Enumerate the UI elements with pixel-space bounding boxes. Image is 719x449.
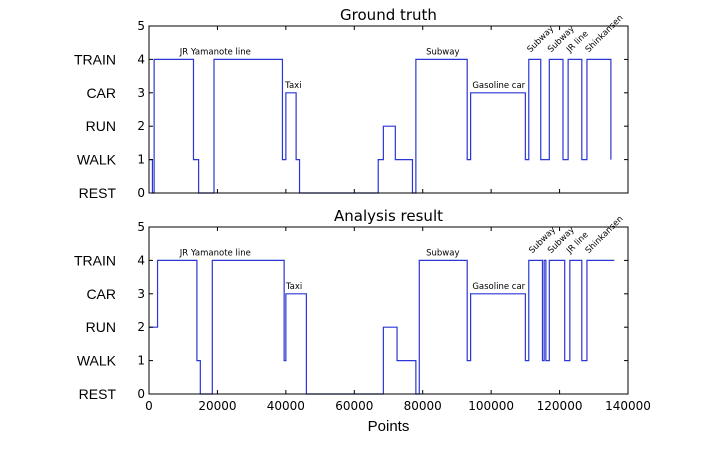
y-tick-label: 0 — [137, 387, 145, 401]
x-tick-label: 100000 — [468, 399, 514, 413]
segment-annotation: JR Yamanote line — [179, 47, 251, 57]
x-tick-label: 80000 — [404, 399, 442, 413]
state-label: TRAIN — [74, 252, 116, 268]
y-tick-label: 4 — [137, 52, 145, 66]
x-tick-label: 40000 — [267, 399, 305, 413]
x-tick-label: 120000 — [537, 399, 583, 413]
y-tick-label: 4 — [137, 253, 145, 267]
chart-title: Ground truth — [340, 6, 437, 24]
segment-annotation: Gasoline car — [472, 282, 525, 292]
x-tick-label: 140000 — [605, 399, 651, 413]
segment-annotation: Subway — [426, 47, 459, 57]
y-tick-label: 3 — [137, 86, 145, 100]
y-tick-label: 5 — [137, 19, 145, 33]
y-tick-label: 3 — [137, 287, 145, 301]
state-label: REST — [79, 386, 117, 402]
x-tick-label: 60000 — [335, 399, 373, 413]
x-axis-label: Points — [368, 418, 410, 435]
plot-frame — [148, 226, 629, 395]
y-tick-label: 2 — [137, 119, 145, 133]
y-tick-label: 1 — [137, 354, 145, 368]
state-label: TRAIN — [74, 51, 116, 67]
analysis-result-chart: Analysis result 0 1 2 3 4 5 TRAIN CAR RUN WALK REST… — [74, 207, 651, 435]
segment-annotation: Subway — [426, 248, 459, 258]
x-tick-label: 0 — [145, 399, 153, 413]
plot-frame — [148, 25, 629, 194]
y-tick-label: 2 — [137, 320, 145, 334]
state-label: REST — [79, 185, 117, 201]
x-tick-label: 20000 — [198, 399, 236, 413]
chart-title: Analysis result — [334, 207, 443, 225]
segment-annotation: Shinkansen — [584, 13, 626, 55]
state-label: CAR — [86, 286, 116, 302]
state-label: WALK — [77, 353, 117, 369]
state-label: RUN — [86, 118, 116, 134]
y-tick-label: 5 — [137, 220, 145, 234]
series-line — [149, 58, 612, 194]
series-line — [149, 259, 615, 395]
y-tick-label: 1 — [137, 153, 145, 167]
segment-annotation: Gasoline car — [472, 81, 525, 91]
state-label: WALK — [77, 152, 117, 168]
segment-annotation: Taxi — [285, 282, 302, 292]
segment-annotation: Taxi — [284, 81, 301, 91]
state-label: CAR — [86, 85, 116, 101]
state-label: RUN — [86, 319, 116, 335]
segment-annotation: JR Yamanote line — [179, 248, 251, 258]
ground-truth-chart: Ground truth 0 1 2 3 4 5 TRAIN CAR RUN WALK REST JR … — [74, 6, 629, 201]
segment-annotation: Shinkansen — [584, 214, 626, 256]
y-tick-label: 0 — [137, 186, 145, 200]
